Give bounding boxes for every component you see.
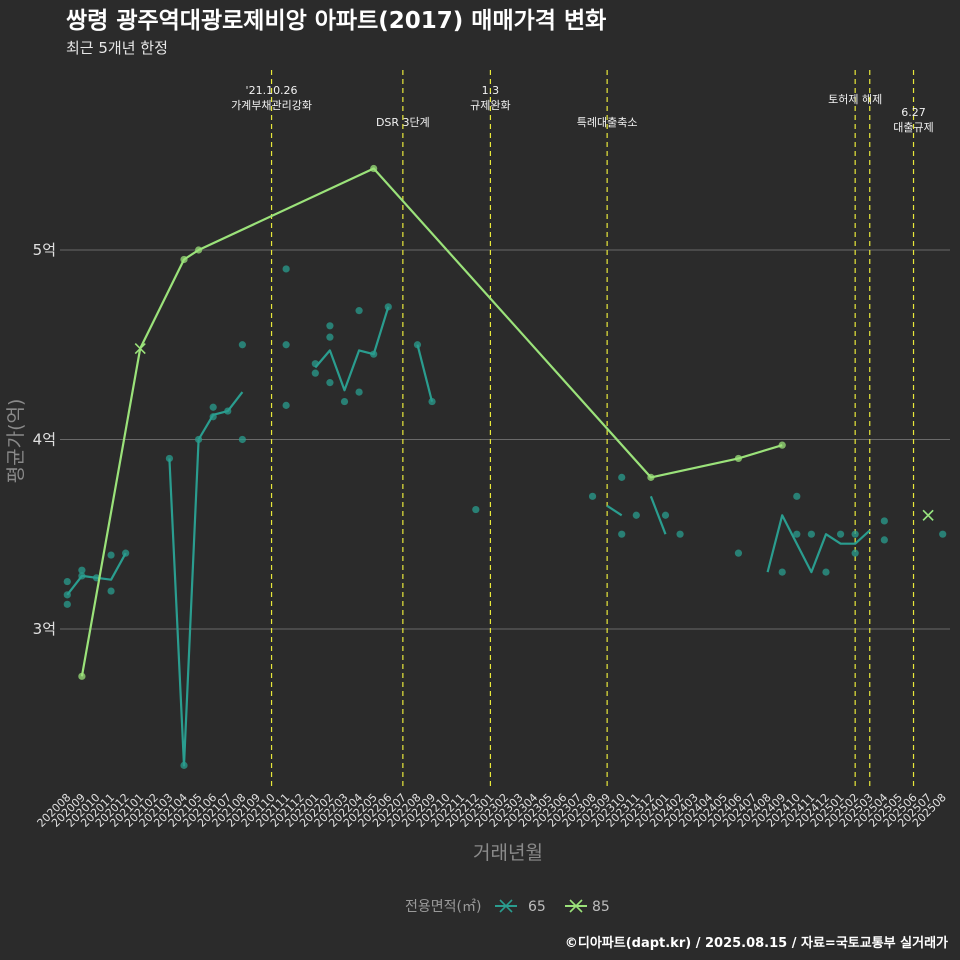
data-point <box>78 672 86 680</box>
data-point <box>224 407 232 415</box>
series-line-segment <box>416 344 434 402</box>
data-point <box>793 492 801 500</box>
chart-subtitle: 최근 5개년 한정 <box>66 39 168 57</box>
data-point <box>238 341 246 349</box>
series-line-segment <box>314 306 390 392</box>
series-line-segment <box>766 514 871 574</box>
event-label: '21.10.26 <box>246 84 298 97</box>
data-point <box>195 246 203 254</box>
data-point <box>472 505 480 514</box>
data-point <box>122 549 130 557</box>
data-point <box>195 435 203 444</box>
event-label: 가계부채관리강화 <box>231 99 312 112</box>
data-point <box>311 360 319 368</box>
x-tick-labels: 2020082020092020102020112020122021012021… <box>35 791 949 830</box>
data-point <box>647 473 655 481</box>
data-point <box>355 388 363 396</box>
data-point <box>822 568 830 576</box>
data-point <box>428 397 436 406</box>
legend-title: 전용면적(㎡) <box>405 899 481 915</box>
data-point <box>180 761 188 769</box>
legend-key-85-x-icon <box>569 899 583 913</box>
legend-item-65: 65 <box>495 899 546 915</box>
y-tick-label: 4억 <box>33 430 56 448</box>
data-point <box>165 454 174 463</box>
data-point <box>209 403 217 411</box>
series-line-segment <box>649 495 667 535</box>
data-point <box>209 413 217 421</box>
legend-key-65-x-icon <box>499 899 513 913</box>
series-line-segment <box>606 504 623 517</box>
data-point <box>793 530 801 538</box>
data-point <box>807 530 815 538</box>
data-point <box>78 566 86 574</box>
data-point <box>588 492 597 500</box>
event-label: 토허제 해제 <box>828 92 882 106</box>
data-point <box>661 511 670 519</box>
series-line-segment <box>80 167 783 677</box>
data-point-x-marker <box>134 342 146 355</box>
event-label: 대출규제 <box>893 121 933 134</box>
data-point <box>880 517 888 525</box>
x-axis-title: 거래년월 <box>473 842 543 864</box>
data-point <box>370 350 378 358</box>
source-caption: ©디아파트(dapt.kr) / 2025.08.15 / 자료=국토교통부 실… <box>565 935 948 951</box>
data-point <box>282 341 290 349</box>
data-point <box>384 303 392 311</box>
legend-label-85: 85 <box>592 899 610 915</box>
data-point <box>413 341 422 349</box>
y-tick-labels: 3억 4억 5억 <box>33 241 56 638</box>
y-gridlines <box>60 249 950 630</box>
legend-label-65: 65 <box>528 899 546 915</box>
series-layer <box>63 164 947 769</box>
event-label: DSR 3단계 <box>376 116 430 129</box>
data-point <box>180 255 188 264</box>
data-point <box>282 265 290 273</box>
data-point <box>107 551 115 559</box>
event-label: 6.27 <box>901 106 926 119</box>
data-point <box>939 530 947 538</box>
data-point <box>734 549 743 557</box>
data-point <box>778 568 786 576</box>
data-point <box>63 591 71 599</box>
data-point <box>355 307 363 315</box>
data-point <box>107 587 115 595</box>
data-point <box>370 164 378 173</box>
chart-title: 쌍령 광주역대광로제비앙 아파트(2017) 매매가격 변화 <box>66 8 606 34</box>
y-tick-label: 5억 <box>33 241 56 259</box>
y-tick-label: 3억 <box>33 620 56 638</box>
data-point <box>326 322 334 330</box>
data-point <box>734 454 743 463</box>
event-label: 규제완화 <box>470 99 510 112</box>
legend-item-85: 85 <box>565 899 610 915</box>
data-point <box>63 600 71 608</box>
data-point <box>326 379 334 387</box>
event-label: 특례대출축소 <box>577 116 638 129</box>
y-axis-title: 평균가(억) <box>5 399 27 484</box>
event-label: 1.3 <box>482 84 500 97</box>
series-85 <box>78 164 934 680</box>
data-point <box>63 577 71 586</box>
data-point <box>340 397 349 406</box>
data-point <box>851 549 859 557</box>
data-point-x-marker <box>922 509 934 521</box>
data-point <box>618 530 626 538</box>
legend: 전용면적(㎡) 65 85 <box>405 899 610 915</box>
data-point <box>282 401 290 409</box>
data-point <box>326 333 334 341</box>
data-point <box>618 473 626 481</box>
data-point <box>778 441 786 449</box>
data-point <box>851 530 859 538</box>
series-65 <box>63 265 947 769</box>
data-point <box>632 511 640 519</box>
data-point <box>238 435 246 444</box>
data-point <box>880 536 888 544</box>
data-point <box>311 369 319 377</box>
data-point <box>78 572 86 580</box>
data-point <box>676 530 684 538</box>
data-point <box>836 530 845 538</box>
series-line-segment <box>168 391 244 767</box>
